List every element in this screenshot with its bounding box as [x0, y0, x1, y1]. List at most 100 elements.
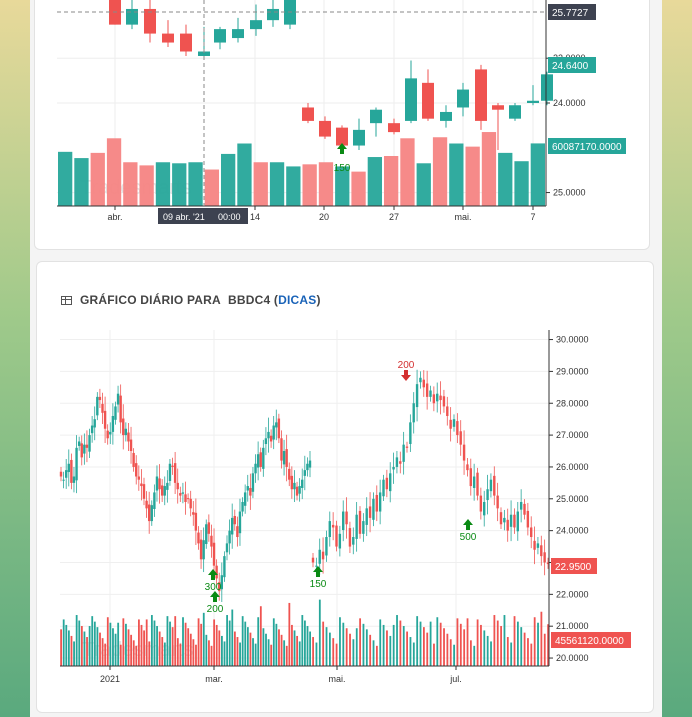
volume-bar	[86, 637, 88, 666]
volume-bar	[406, 631, 408, 666]
volume-bar	[286, 166, 301, 206]
candle-body	[395, 457, 399, 467]
volume-bar	[145, 619, 148, 666]
candle-body	[493, 475, 496, 496]
candle-body	[489, 479, 493, 492]
volume-bar	[480, 624, 482, 666]
volume-bar	[379, 619, 382, 666]
header-paren-open: (	[273, 293, 279, 307]
volume-bar	[135, 645, 138, 666]
volume-bar	[389, 635, 392, 666]
candle-body	[432, 394, 436, 404]
volume-bar	[262, 628, 265, 666]
candle-body	[282, 451, 286, 465]
candle-body	[197, 532, 200, 544]
volume-bar	[516, 621, 519, 666]
candle-body	[70, 459, 73, 483]
x-tick-label: 14	[250, 212, 260, 222]
volume-bar	[523, 632, 526, 666]
volume-bar	[540, 611, 543, 666]
volume-bar	[396, 615, 398, 666]
volume-bar	[99, 632, 101, 666]
dicas-link[interactable]: DICAS	[278, 293, 317, 307]
candle-body	[365, 508, 368, 525]
volume-bar	[306, 626, 309, 666]
volume-bar	[182, 617, 184, 666]
volume-bar	[285, 645, 288, 666]
candle-body	[446, 406, 449, 416]
x-tick-label: 2021	[100, 674, 120, 684]
volume-bar	[189, 633, 192, 666]
volume-bar	[372, 640, 375, 666]
volume-bar	[409, 637, 412, 666]
candle-body	[385, 477, 389, 490]
candle-body	[67, 463, 70, 473]
volume-bar	[537, 622, 539, 666]
volume-bar	[456, 618, 459, 666]
candle-body	[402, 444, 405, 462]
volume-bar	[400, 138, 415, 206]
volume-bar	[179, 643, 182, 666]
candle-body	[533, 540, 536, 550]
candle-body	[308, 460, 312, 468]
candle-body	[362, 521, 365, 534]
volume-bar	[459, 623, 462, 666]
volume-bar	[96, 627, 99, 666]
buy-signal-label: 150	[334, 163, 351, 174]
candle-body	[368, 506, 372, 518]
volume-bar	[446, 633, 449, 666]
candle-body	[519, 501, 523, 510]
volume-bar	[449, 143, 464, 206]
volume-bar	[473, 645, 476, 666]
volume-bar	[197, 618, 200, 666]
volume-bar	[436, 617, 439, 666]
candle-body	[155, 476, 159, 491]
volume-bar	[345, 628, 348, 666]
candle-body	[456, 421, 459, 436]
volume-bar	[325, 627, 328, 666]
candle-body	[218, 582, 221, 592]
volume-bar	[298, 641, 301, 666]
candle-body	[145, 500, 148, 509]
volume-bar	[481, 132, 497, 206]
candle-body	[256, 454, 260, 468]
candle-body	[119, 395, 122, 423]
volume-bar	[246, 627, 249, 666]
candle-body	[246, 486, 249, 491]
last-price-tag-bg	[551, 558, 597, 574]
crosshair-price-tag: 25.7727	[552, 8, 589, 19]
buy-signal-label: 500	[460, 532, 477, 543]
candle-body	[160, 485, 164, 496]
candle-body	[370, 109, 382, 124]
volume-bar	[432, 137, 448, 206]
volume-bar	[254, 643, 257, 666]
candle-body	[328, 521, 331, 538]
candle-body	[129, 439, 133, 452]
candle-body	[475, 69, 487, 121]
candle-body	[290, 475, 294, 490]
candle-body	[318, 549, 321, 564]
volume-bar	[318, 599, 321, 666]
candle-body	[353, 129, 365, 146]
candle-body	[496, 495, 499, 509]
volume-bar	[416, 616, 419, 666]
candle-body	[288, 468, 291, 480]
candle-body	[388, 123, 400, 133]
volume-bar	[138, 619, 140, 666]
volume-bar	[296, 635, 299, 666]
buy-signal-arrow	[208, 569, 218, 580]
candle-body	[389, 473, 392, 492]
candle-body	[140, 483, 143, 487]
volume-bar	[132, 640, 135, 666]
candle-body	[163, 486, 166, 496]
volume-bar	[283, 640, 286, 666]
volume-bar	[208, 640, 210, 666]
volume-bar	[70, 635, 73, 666]
candle-body	[135, 463, 138, 477]
top-candlestick-chart[interactable]: Tradesmarts25.000024.000022.000025.77272…	[0, 0, 692, 260]
candle-body	[103, 410, 107, 429]
volume-bar	[127, 629, 130, 666]
candle-body	[251, 473, 255, 492]
volume-bar	[236, 637, 239, 666]
